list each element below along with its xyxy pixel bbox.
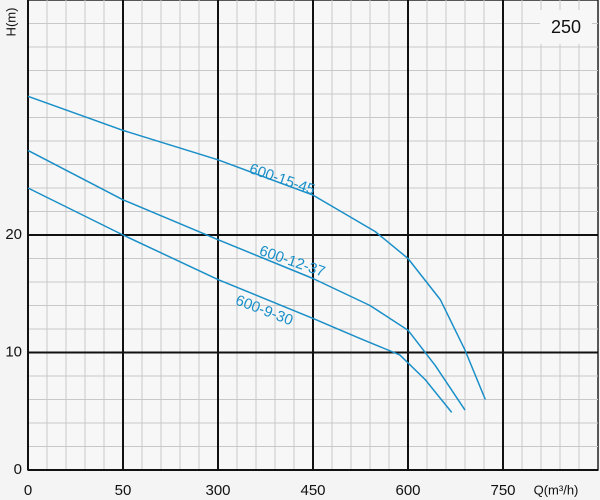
panel-label: 250 <box>551 17 581 37</box>
x-tick-label: 450 <box>300 482 325 499</box>
curve <box>27 149 466 411</box>
x-tick-label: 750 <box>490 482 515 499</box>
x-tick-label: 0 <box>24 482 32 499</box>
y-tick-label: 10 <box>5 343 22 360</box>
grid <box>27 0 598 471</box>
curve <box>27 187 453 413</box>
y-tick-label: 0 <box>14 461 22 478</box>
x-tick-label: 300 <box>205 482 230 499</box>
y-axis-label: H(m) <box>3 8 18 37</box>
x-axis-label: Q(m³/h) <box>534 482 579 497</box>
curve <box>27 95 486 400</box>
x-tick-label: 600 <box>395 482 420 499</box>
y-tick-label: 20 <box>5 226 22 243</box>
panel-box <box>540 10 592 44</box>
x-tick-label: 50 <box>115 482 132 499</box>
